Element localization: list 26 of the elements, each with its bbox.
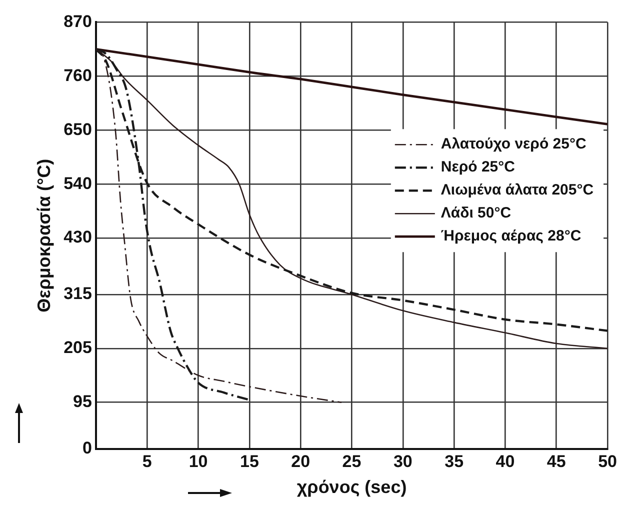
legend-label: Νερό 25°C xyxy=(440,158,516,176)
x-tick-label: 15 xyxy=(240,452,259,471)
y-tick-label: 430 xyxy=(64,228,92,247)
y-tick-label: 95 xyxy=(73,392,92,412)
x-tick-label: 25 xyxy=(342,452,362,471)
x-tick-label: 50 xyxy=(598,452,618,471)
legend-label: Αλατούχο νερό 25°C xyxy=(440,136,586,153)
y-tick-label: 205 xyxy=(64,338,92,358)
legend-label: Ήρεμος αέρας 28°C xyxy=(440,228,582,245)
y-axis-title: Θερμοκρασία (°C) xyxy=(34,158,54,312)
x-tick-label: 45 xyxy=(546,452,566,471)
x-tick-label: 35 xyxy=(444,452,464,471)
legend-label: Λιωμένα άλατα 205°C xyxy=(440,182,594,199)
x-tick-label: 40 xyxy=(496,452,515,471)
legend-label: Λάδι 50°C xyxy=(440,204,512,222)
y-tick-label: 0 xyxy=(82,438,92,458)
x-tick-label: 20 xyxy=(291,452,310,471)
y-tick-label: 315 xyxy=(64,284,92,304)
y-tick-label: 650 xyxy=(64,120,92,139)
x-tick-label: 5 xyxy=(142,452,152,471)
x-tick-label: 30 xyxy=(393,452,412,471)
y-tick-label: 760 xyxy=(64,66,92,85)
y-tick-label: 870 xyxy=(64,12,92,31)
y-tick-label: 540 xyxy=(64,174,92,193)
x-axis-title: χρόνος (sec) xyxy=(296,477,407,498)
x-tick-label: 10 xyxy=(188,452,208,471)
